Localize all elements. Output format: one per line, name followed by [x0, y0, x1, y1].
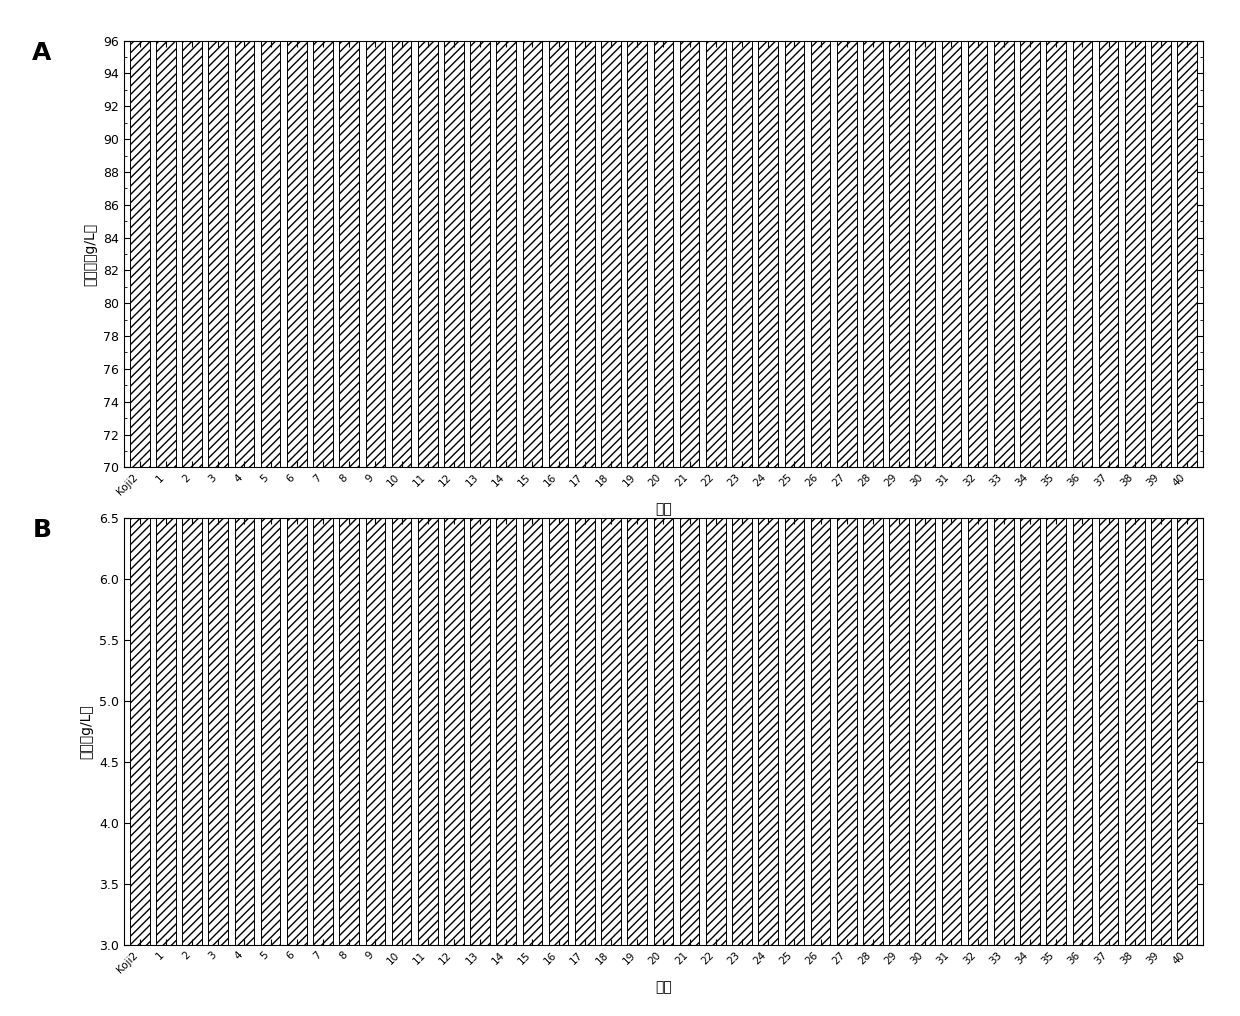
Bar [706, 323, 725, 945]
Bar [653, 0, 673, 467]
Bar [522, 280, 542, 945]
Bar [889, 287, 909, 945]
Bar [941, 274, 961, 945]
Bar [234, 0, 254, 467]
Bar [470, 280, 490, 945]
Bar [811, 0, 831, 467]
Bar [1021, 311, 1040, 945]
Bar [706, 0, 725, 467]
Bar [1047, 0, 1066, 467]
Bar [863, 0, 883, 467]
Bar [549, 0, 568, 467]
Bar [1047, 335, 1066, 945]
Bar [601, 274, 621, 945]
Bar [994, 0, 1013, 467]
Bar [340, 0, 360, 467]
Bar [1177, 299, 1197, 945]
Bar [627, 0, 647, 467]
Bar [156, 0, 176, 467]
Bar [1021, 0, 1040, 467]
Bar [837, 0, 857, 467]
Bar [208, 274, 228, 945]
Bar [732, 0, 751, 467]
Bar [915, 0, 935, 467]
Bar [234, 250, 254, 945]
Y-axis label: 酒精度（g/L）: 酒精度（g/L） [83, 223, 98, 285]
Bar [418, 0, 438, 467]
Bar [522, 0, 542, 467]
Bar [889, 0, 909, 467]
Bar [1073, 0, 1092, 467]
Bar [1125, 0, 1145, 467]
Bar [575, 0, 595, 467]
Bar [680, 238, 699, 945]
Bar [680, 0, 699, 467]
Bar [575, 287, 595, 945]
Text: A: A [32, 41, 52, 65]
Bar [366, 287, 386, 945]
Bar [182, 0, 202, 467]
Y-axis label: 残糖（g/L）: 残糖（g/L） [79, 704, 93, 759]
Bar [314, 268, 332, 945]
Bar [732, 287, 751, 945]
Bar [627, 274, 647, 945]
Bar [759, 299, 777, 945]
Bar [1177, 0, 1197, 467]
Bar [994, 274, 1013, 945]
Bar [260, 0, 280, 467]
Bar [286, 274, 306, 945]
Bar [1073, 311, 1092, 945]
Bar [915, 274, 935, 945]
Bar [130, 299, 150, 945]
Bar [444, 274, 464, 945]
Bar [314, 0, 332, 467]
Bar [392, 299, 412, 945]
Bar [837, 287, 857, 945]
Bar [340, 250, 360, 945]
Bar [418, 226, 438, 945]
Bar [392, 0, 412, 467]
Bar [208, 0, 228, 467]
Bar [1099, 287, 1118, 945]
Bar [286, 0, 306, 467]
Bar [1151, 0, 1171, 467]
Bar [366, 0, 386, 467]
Bar [785, 287, 805, 945]
Bar [496, 0, 516, 467]
Bar [759, 0, 777, 467]
X-axis label: 菌株: 菌株 [655, 503, 672, 517]
Bar [549, 274, 568, 945]
Bar [470, 0, 490, 467]
Bar [601, 0, 621, 467]
Bar [941, 0, 961, 467]
Bar [1151, 299, 1171, 945]
Bar [444, 0, 464, 467]
Bar [182, 274, 202, 945]
Bar [260, 274, 280, 945]
Bar [967, 0, 987, 467]
Bar [1125, 323, 1145, 945]
X-axis label: 菌株: 菌株 [655, 980, 672, 995]
Bar [156, 213, 176, 945]
Bar [785, 0, 805, 467]
Bar [130, 0, 150, 467]
Bar [1099, 0, 1118, 467]
Bar [967, 299, 987, 945]
Bar [863, 274, 883, 945]
Bar [811, 274, 831, 945]
Bar [496, 280, 516, 945]
Text: B: B [32, 518, 51, 543]
Bar [653, 268, 673, 945]
